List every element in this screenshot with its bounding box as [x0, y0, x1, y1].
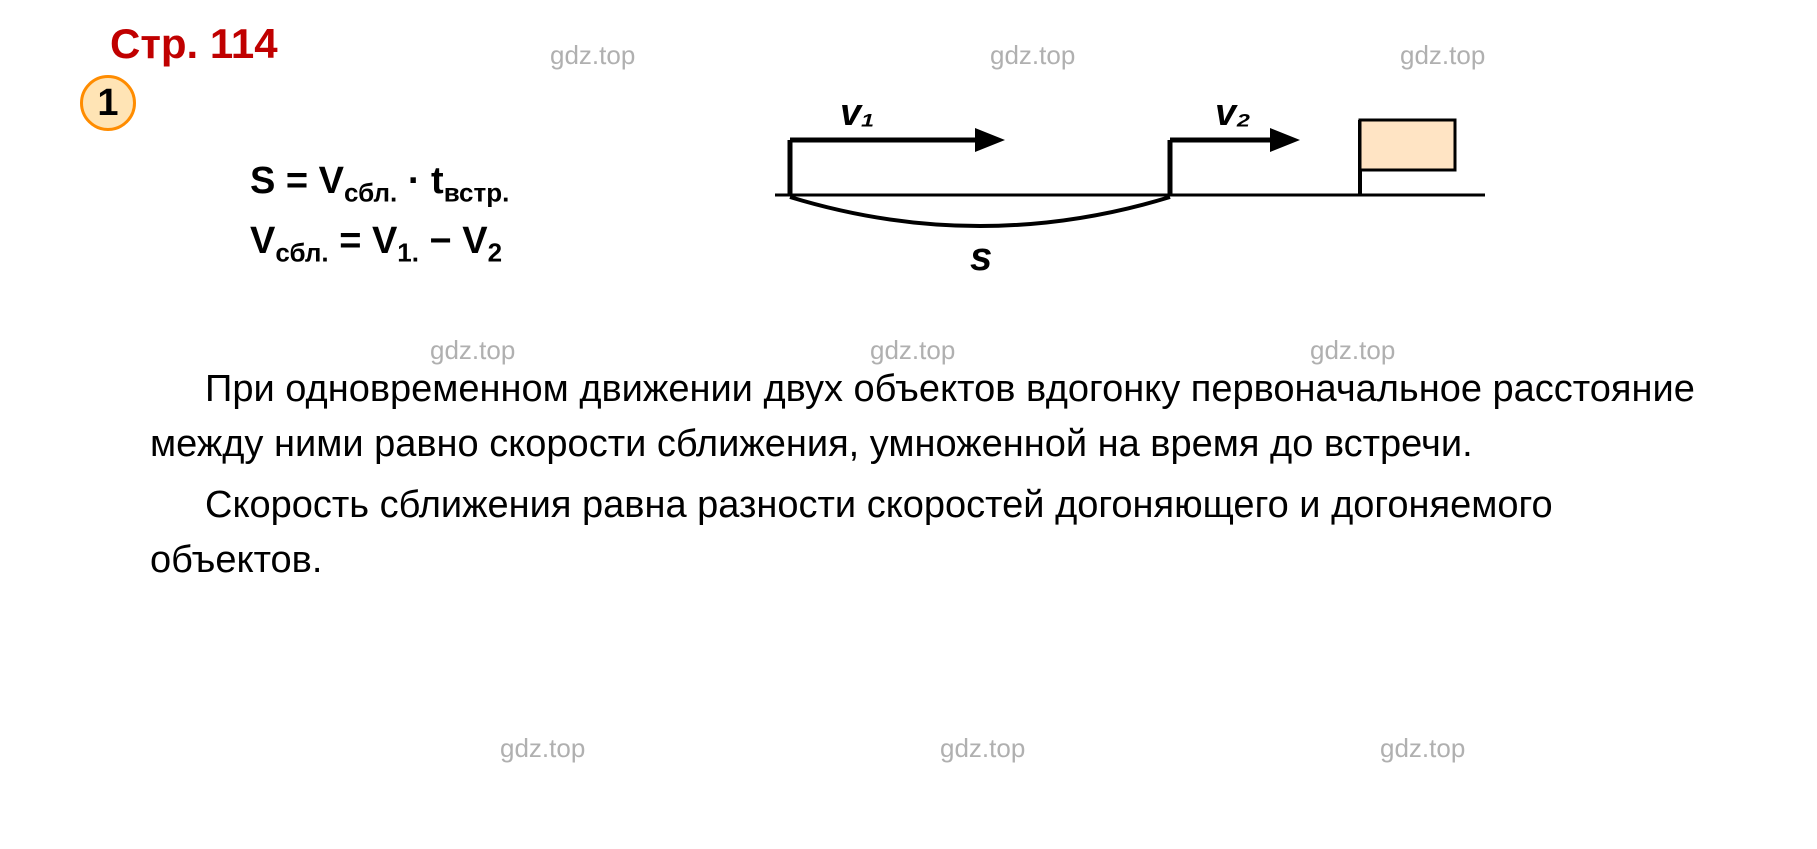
explanation-paragraph-2: Скорость сближения равна разности скорос…	[150, 478, 1697, 588]
watermark: gdz.top	[990, 40, 1075, 71]
motion-diagram: v₁ v₂ s	[770, 95, 1490, 275]
v2-label: v₂	[1215, 95, 1251, 134]
watermark: gdz.top	[550, 40, 635, 71]
watermark: gdz.top	[1380, 733, 1465, 764]
watermark: gdz.top	[870, 335, 955, 366]
explanation-paragraph-1: При одновременном движении двух объектов…	[150, 362, 1697, 472]
flag-icon	[1360, 120, 1455, 195]
problem-number-badge: 1	[80, 75, 136, 131]
watermark: gdz.top	[1310, 335, 1395, 366]
explanation-text: При одновременном движении двух объектов…	[150, 362, 1697, 588]
v2-arrow-group: v₂	[1170, 95, 1300, 195]
v1-arrow-group: v₁	[790, 95, 1005, 195]
v1-label: v₁	[840, 95, 875, 134]
watermark: gdz.top	[430, 335, 515, 366]
watermark: gdz.top	[500, 733, 585, 764]
watermark: gdz.top	[940, 733, 1025, 764]
page-title: Стр. 114	[110, 20, 1757, 68]
watermark: gdz.top	[1400, 40, 1485, 71]
s-label: s	[970, 235, 992, 275]
distance-arc-s: s	[790, 197, 1170, 275]
